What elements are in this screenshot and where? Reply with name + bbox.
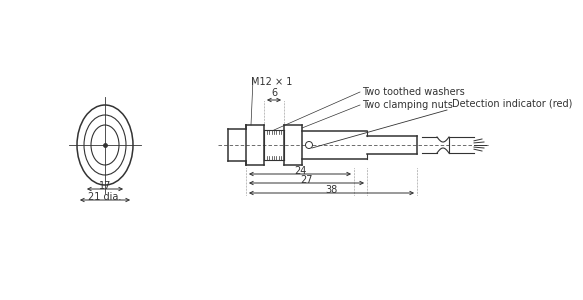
Circle shape xyxy=(305,142,312,148)
Text: 38: 38 xyxy=(325,185,338,195)
Text: Detection indicator (red): Detection indicator (red) xyxy=(452,98,573,108)
Text: 6: 6 xyxy=(271,88,277,98)
Text: Two clamping nuts: Two clamping nuts xyxy=(362,100,453,110)
Text: 27: 27 xyxy=(300,175,312,185)
Text: 21 dia.: 21 dia. xyxy=(88,192,122,202)
Text: 24: 24 xyxy=(294,166,306,176)
Text: M12 × 1: M12 × 1 xyxy=(251,77,293,87)
Text: 17: 17 xyxy=(99,181,111,191)
Text: Two toothed washers: Two toothed washers xyxy=(362,87,465,97)
